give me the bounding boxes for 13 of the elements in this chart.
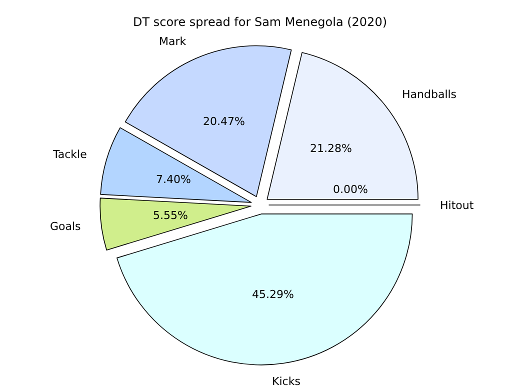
- slice-label: Handballs: [402, 88, 457, 101]
- data-label: 5.55%: [153, 209, 188, 222]
- data-label: 45.29%: [252, 288, 294, 301]
- data-label: 21.28%: [310, 142, 352, 155]
- text: 0.00%: [333, 183, 368, 196]
- chart-title: DT score spread for Sam Menegola (2020): [132, 14, 388, 29]
- slice-label: Kicks: [272, 375, 301, 388]
- data-label: 20.47%: [203, 115, 245, 128]
- slice-label: Mark: [159, 35, 187, 48]
- slice-label: Goals: [50, 220, 82, 233]
- slice-label: Tackle: [52, 148, 88, 161]
- data-label: 7.40%: [156, 173, 191, 186]
- category-label: Hitout: [440, 199, 474, 212]
